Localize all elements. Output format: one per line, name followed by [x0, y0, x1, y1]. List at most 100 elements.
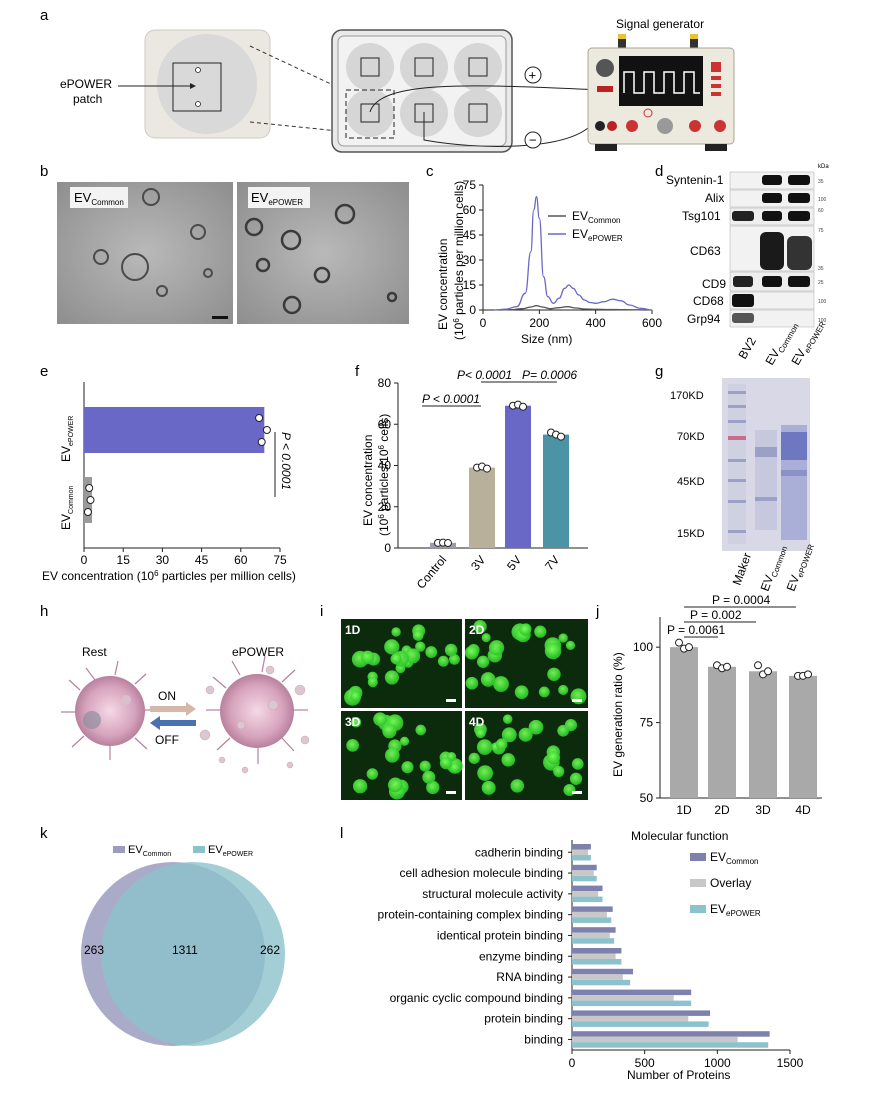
- e-x-tick-label: 30: [156, 553, 170, 567]
- wb-label-cd63: CD63: [690, 244, 721, 258]
- generator-indicator: [711, 84, 721, 88]
- wb-label-tsg101: Tsg101: [682, 209, 721, 223]
- fluor-cells: [344, 619, 587, 800]
- f-y-tick-label: 80: [378, 376, 392, 390]
- fluor-cell: [502, 714, 513, 724]
- band: [787, 236, 812, 270]
- tem-label-epower: EVePOWER: [251, 190, 303, 207]
- scale-bar: [446, 791, 456, 794]
- vesicle: [121, 253, 149, 281]
- epower-patch: [172, 62, 222, 112]
- vesicle: [190, 224, 206, 240]
- fluor-cell: [415, 641, 426, 652]
- fluor-cell: [415, 724, 427, 736]
- fluor-cell: [468, 752, 480, 764]
- fluor-cell: [546, 750, 561, 765]
- e-point: [255, 414, 264, 422]
- on-label: ON: [158, 689, 176, 703]
- off-arrow-icon: [150, 716, 196, 730]
- panel-f-ylabel-1: EV concentration: [361, 435, 375, 526]
- well: [346, 43, 394, 91]
- signal-generator-knob-right-tip: [690, 34, 698, 39]
- fluor-cell: [565, 640, 576, 650]
- f-pvalue: P= 0.0006: [522, 368, 577, 382]
- vesicle: [93, 249, 109, 265]
- panel-e-category-epower: EVePOWER: [59, 416, 75, 462]
- kda-marker: 60: [818, 208, 824, 214]
- l-bar-1: [572, 953, 616, 959]
- gel-band: [728, 479, 746, 482]
- band: [732, 313, 754, 323]
- vesicle: [334, 203, 356, 225]
- legend-label-common: EVCommon: [572, 209, 620, 225]
- fluor-cell: [390, 653, 402, 665]
- panel-h-cells: Rest ePOWER: [61, 645, 310, 774]
- generator-power-button: [597, 86, 613, 92]
- fluor-cell: [518, 727, 533, 742]
- gel-band: [781, 432, 807, 460]
- gel-band: [781, 470, 807, 476]
- generator-red-knob: [714, 120, 726, 132]
- band: [788, 175, 810, 185]
- cell-spike: [216, 737, 231, 751]
- e-x-tick-label: 45: [195, 553, 209, 567]
- panel-letter-e: e: [40, 363, 48, 380]
- f-pvalue: P< 0.0001: [457, 368, 512, 382]
- fluor-cell: [439, 757, 453, 770]
- c-x-tick-label: 400: [586, 316, 606, 330]
- generator-output-neg: [595, 121, 605, 131]
- cell-spike: [71, 735, 85, 748]
- f-bar-1: [469, 467, 495, 548]
- c-x-tick-label: 200: [529, 316, 549, 330]
- gel-band: [728, 436, 746, 440]
- kda-marker: 100: [818, 197, 827, 203]
- patch-label-line1: ePOWER: [60, 77, 112, 91]
- l-bar-2: [572, 938, 615, 944]
- j-point: [723, 662, 731, 671]
- legend-label-epower: EVePOWER: [710, 902, 761, 918]
- fluor-cell: [449, 762, 461, 773]
- f-bar-3: [543, 434, 569, 548]
- band: [732, 211, 754, 221]
- l-bar-0: [572, 906, 613, 912]
- panel-h-rest-label: Rest: [82, 645, 107, 659]
- well-patch: [468, 103, 488, 123]
- panel-g-gel: 170KD 70KD 45KD 15KD Maker EVCommon EVeP…: [670, 378, 816, 593]
- negative-terminal-icon: [524, 131, 542, 149]
- fluor-cell: [391, 627, 401, 637]
- legend-swatch-overlay: [690, 879, 706, 887]
- fluor-cell: [501, 753, 516, 767]
- gel-band: [755, 497, 777, 501]
- wb-kda-markers: 35 100 60 75 35 25 100 100: [818, 179, 827, 324]
- wire-negative: [423, 112, 589, 147]
- l-x-tick-label: 1500: [777, 1056, 804, 1070]
- kd-marker-170: 170KD: [670, 390, 704, 402]
- l-bar-0: [572, 864, 597, 871]
- fluor-cell: [366, 768, 379, 780]
- l-category-label: cell adhesion molecule binding: [400, 866, 563, 880]
- gel-band: [755, 447, 777, 457]
- venn-overlap: 1311: [172, 943, 198, 957]
- wire-positive: [369, 85, 601, 125]
- l-category-label: organic cyclic compound binding: [390, 991, 563, 1005]
- venn-legend-swatch-common: [113, 846, 125, 853]
- band: [732, 294, 754, 307]
- c-y-tick-label: 30: [463, 253, 477, 267]
- legend-swatch-epower: [690, 905, 706, 913]
- legend-label-common: EVCommon: [710, 850, 758, 866]
- tem-vesicles-common: [93, 188, 213, 297]
- band: [788, 276, 810, 287]
- wb-kda-label: kDa: [818, 164, 829, 170]
- released-vesicle: [236, 720, 246, 730]
- l-category-label: identical protein binding: [437, 928, 563, 942]
- e-bar-0: [84, 407, 265, 453]
- l-bar-0: [572, 1010, 711, 1016]
- gel-band: [728, 530, 746, 533]
- fluor-cell: [501, 727, 517, 743]
- band: [762, 175, 782, 185]
- tem-vesicles-epower: [244, 203, 398, 315]
- tem-label-box-common: [70, 187, 128, 208]
- j-y-tick-label: 75: [640, 716, 654, 730]
- l-bar-2: [572, 1042, 769, 1048]
